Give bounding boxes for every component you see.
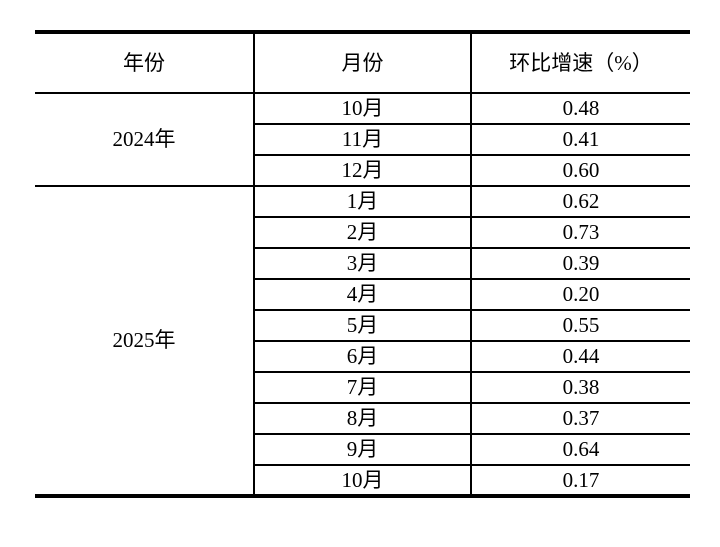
header-growth-rate: 环比增速（%） [471,32,690,94]
year-cell-2024: 2024年 [35,93,254,187]
value-cell: 0.64 [471,434,690,466]
month-cell: 4月 [253,279,472,311]
table-row: 10月 0.17 [35,465,690,497]
table-row: 5月 0.55 [35,310,690,342]
month-cell: 3月 [253,248,472,280]
table-header-row: 年份 月份 环比增速（%） [35,32,690,94]
month-cell: 6月 [253,341,472,373]
month-cell: 8月 [253,403,472,435]
table-row: 3月 0.39 [35,248,690,280]
table-row: 8月 0.37 [35,403,690,435]
month-cell: 12月 [253,155,472,187]
month-cell: 2月 [253,217,472,249]
value-cell: 0.39 [471,248,690,280]
month-cell: 10月 [253,93,472,125]
value-cell: 0.20 [471,279,690,311]
table-row: 4月 0.20 [35,279,690,311]
table-row: 2024年 10月 0.48 [35,93,690,187]
table-row: 2025年 1月 0.62 [35,186,690,497]
month-cell: 5月 [253,310,472,342]
value-cell: 0.62 [471,186,690,218]
value-cell: 0.44 [471,341,690,373]
mom-growth-table: 年份 月份 环比增速（%） 2024年 10月 0.48 11月 0.41 12… [35,30,690,498]
month-cell: 10月 [253,465,472,497]
value-cell: 0.60 [471,155,690,187]
month-cell: 11月 [253,124,472,156]
header-month: 月份 [253,32,472,94]
table-row: 6月 0.44 [35,341,690,373]
header-year: 年份 [35,32,254,94]
value-cell: 0.41 [471,124,690,156]
month-cell: 9月 [253,434,472,466]
table-row: 9月 0.64 [35,434,690,466]
table-row: 12月 0.60 [35,155,690,187]
table-row: 2月 0.73 [35,217,690,249]
month-cell: 1月 [253,186,472,218]
value-cell: 0.17 [471,465,690,497]
year-cell-2025: 2025年 [35,186,254,497]
value-cell: 0.37 [471,403,690,435]
month-cell: 7月 [253,372,472,404]
table-row: 7月 0.38 [35,372,690,404]
value-cell: 0.48 [471,93,690,125]
table-row: 11月 0.41 [35,124,690,156]
value-cell: 0.55 [471,310,690,342]
value-cell: 0.38 [471,372,690,404]
value-cell: 0.73 [471,217,690,249]
